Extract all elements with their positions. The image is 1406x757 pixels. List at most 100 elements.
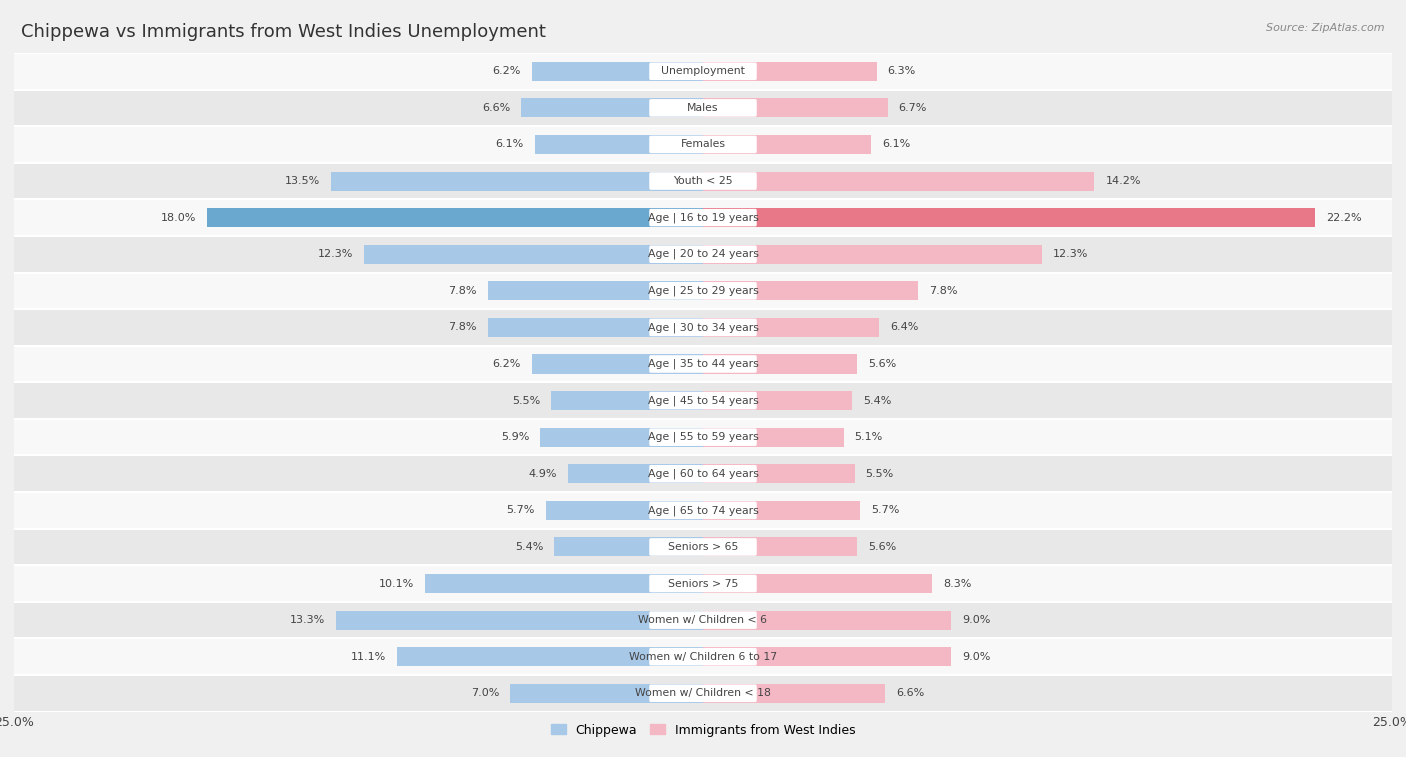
Text: 7.8%: 7.8% (449, 322, 477, 332)
FancyBboxPatch shape (650, 319, 756, 336)
Bar (703, 537, 858, 556)
Text: Age | 16 to 19 years: Age | 16 to 19 years (648, 213, 758, 223)
Bar (330, 172, 703, 191)
Text: 11.1%: 11.1% (352, 652, 387, 662)
Text: 12.3%: 12.3% (1053, 249, 1088, 259)
Bar (14, 309, 1392, 346)
Bar (703, 391, 852, 410)
FancyBboxPatch shape (650, 392, 756, 410)
Text: 7.8%: 7.8% (449, 286, 477, 296)
Bar (554, 537, 703, 556)
Bar (703, 428, 844, 447)
Text: 12.3%: 12.3% (318, 249, 353, 259)
FancyBboxPatch shape (650, 282, 756, 300)
Bar (703, 318, 879, 337)
FancyBboxPatch shape (650, 428, 756, 446)
FancyBboxPatch shape (650, 355, 756, 372)
Bar (14, 126, 1392, 163)
FancyBboxPatch shape (650, 136, 756, 153)
Bar (14, 602, 1392, 638)
Bar (14, 53, 1392, 89)
Text: 22.2%: 22.2% (1326, 213, 1361, 223)
FancyBboxPatch shape (650, 575, 756, 592)
Text: Age | 35 to 44 years: Age | 35 to 44 years (648, 359, 758, 369)
Text: 9.0%: 9.0% (962, 652, 990, 662)
Bar (568, 464, 703, 483)
Text: 13.3%: 13.3% (290, 615, 325, 625)
Bar (14, 346, 1392, 382)
Legend: Chippewa, Immigrants from West Indies: Chippewa, Immigrants from West Indies (546, 718, 860, 742)
FancyBboxPatch shape (650, 684, 756, 702)
Bar (703, 208, 1315, 227)
Bar (703, 135, 872, 154)
Bar (546, 501, 703, 520)
Bar (14, 638, 1392, 675)
Bar (207, 208, 703, 227)
Bar (14, 89, 1392, 126)
Bar (488, 318, 703, 337)
Bar (14, 382, 1392, 419)
FancyBboxPatch shape (650, 465, 756, 482)
Bar (703, 574, 932, 593)
Text: 7.8%: 7.8% (929, 286, 957, 296)
FancyBboxPatch shape (650, 99, 756, 117)
Bar (703, 172, 1094, 191)
Bar (703, 501, 860, 520)
Text: Age | 25 to 29 years: Age | 25 to 29 years (648, 285, 758, 296)
Text: 5.6%: 5.6% (869, 359, 897, 369)
Text: Women w/ Children < 18: Women w/ Children < 18 (636, 688, 770, 698)
Bar (396, 647, 703, 666)
Text: 6.2%: 6.2% (492, 67, 522, 76)
Text: 5.6%: 5.6% (869, 542, 897, 552)
Text: Seniors > 65: Seniors > 65 (668, 542, 738, 552)
Text: 8.3%: 8.3% (943, 578, 972, 588)
Text: 10.1%: 10.1% (378, 578, 413, 588)
Text: Age | 45 to 54 years: Age | 45 to 54 years (648, 395, 758, 406)
FancyBboxPatch shape (650, 209, 756, 226)
Bar (703, 245, 1042, 263)
FancyBboxPatch shape (650, 612, 756, 629)
Bar (364, 245, 703, 263)
Text: 6.1%: 6.1% (496, 139, 524, 149)
Text: 6.6%: 6.6% (896, 688, 924, 698)
Text: 9.0%: 9.0% (962, 615, 990, 625)
Text: Source: ZipAtlas.com: Source: ZipAtlas.com (1267, 23, 1385, 33)
Bar (14, 236, 1392, 273)
FancyBboxPatch shape (650, 538, 756, 556)
Bar (540, 428, 703, 447)
Text: 13.5%: 13.5% (284, 176, 321, 186)
Bar (551, 391, 703, 410)
Text: 6.7%: 6.7% (898, 103, 927, 113)
Bar (534, 135, 703, 154)
FancyBboxPatch shape (650, 502, 756, 519)
Text: Age | 20 to 24 years: Age | 20 to 24 years (648, 249, 758, 260)
Bar (531, 354, 703, 373)
Text: 5.4%: 5.4% (863, 396, 891, 406)
Bar (488, 282, 703, 301)
Bar (703, 98, 887, 117)
Bar (14, 199, 1392, 236)
Text: 18.0%: 18.0% (160, 213, 195, 223)
Text: 6.2%: 6.2% (492, 359, 522, 369)
Bar (14, 163, 1392, 199)
FancyBboxPatch shape (650, 63, 756, 80)
Bar (531, 62, 703, 81)
Bar (703, 611, 950, 630)
Bar (703, 354, 858, 373)
Text: Women w/ Children 6 to 17: Women w/ Children 6 to 17 (628, 652, 778, 662)
Bar (14, 565, 1392, 602)
Text: 5.5%: 5.5% (866, 469, 894, 478)
Text: 5.5%: 5.5% (512, 396, 540, 406)
FancyBboxPatch shape (650, 245, 756, 263)
Text: Seniors > 75: Seniors > 75 (668, 578, 738, 588)
FancyBboxPatch shape (650, 173, 756, 190)
Text: Unemployment: Unemployment (661, 67, 745, 76)
Text: Women w/ Children < 6: Women w/ Children < 6 (638, 615, 768, 625)
Text: 5.1%: 5.1% (855, 432, 883, 442)
Bar (425, 574, 703, 593)
Text: Males: Males (688, 103, 718, 113)
FancyBboxPatch shape (650, 648, 756, 665)
Text: 5.4%: 5.4% (515, 542, 543, 552)
Bar (703, 684, 884, 702)
Text: 5.9%: 5.9% (501, 432, 530, 442)
